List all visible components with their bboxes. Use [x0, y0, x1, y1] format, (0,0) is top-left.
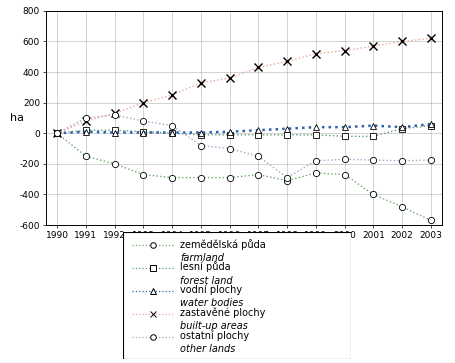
Text: other lands: other lands	[180, 344, 235, 354]
FancyBboxPatch shape	[123, 232, 350, 359]
Y-axis label: ha: ha	[10, 113, 24, 123]
Text: zastavěné plochy: zastavěné plochy	[180, 307, 265, 318]
Text: forest land: forest land	[180, 276, 232, 286]
Text: lesní půda: lesní půda	[180, 261, 230, 273]
Text: farmland: farmland	[180, 253, 223, 263]
Text: zemědělská půda: zemědělská půda	[180, 239, 265, 250]
Text: vodní plochy: vodní plochy	[180, 285, 242, 295]
Text: ostatní plochy: ostatní plochy	[180, 330, 249, 340]
Text: water bodies: water bodies	[180, 298, 243, 309]
Text: built-up areas: built-up areas	[180, 321, 248, 331]
